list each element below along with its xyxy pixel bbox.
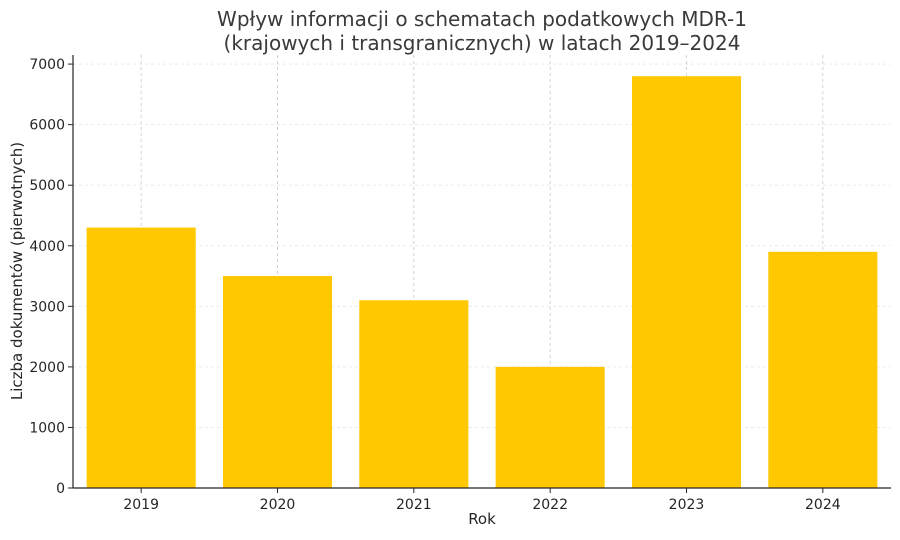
y-tick-label: 3000: [29, 299, 65, 315]
x-tick-label: 2023: [669, 497, 705, 513]
bar-2023: [631, 76, 742, 488]
y-tick-label: 4000: [29, 239, 65, 255]
bar-2020: [222, 276, 333, 488]
bar-2019: [86, 227, 196, 488]
bar-2021: [359, 300, 469, 488]
bars: [86, 76, 878, 488]
y-tick-label: 7000: [29, 57, 65, 73]
x-tick-label: 2019: [123, 497, 159, 513]
x-axis-title: Rok: [468, 510, 496, 528]
x-tick-label: 2020: [260, 497, 296, 513]
x-ticks: 2019 2020 2021 2022 2023 2024: [123, 488, 841, 513]
y-tick-label: 5000: [29, 178, 65, 194]
chart-title-line-2: (krajowych i transgranicznych) w latach …: [224, 31, 741, 55]
y-tick-label: 1000: [29, 420, 65, 436]
chart-title-line-1: Wpływ informacji o schematach podatkowyc…: [217, 7, 747, 31]
y-axis-title: Liczba dokumentów (pierwotnych): [8, 142, 26, 400]
y-tick-label: 0: [56, 481, 65, 497]
y-tick-label: 2000: [29, 360, 65, 376]
bar-2024: [768, 251, 878, 488]
x-tick-label: 2022: [532, 497, 568, 513]
x-tick-label: 2021: [396, 497, 432, 513]
axes: [72, 55, 891, 489]
y-ticks: 0 1000 2000 3000 4000 5000 6000 7000: [29, 57, 73, 497]
bar-2022: [495, 366, 605, 488]
x-tick-label: 2024: [805, 497, 841, 513]
y-tick-label: 6000: [29, 118, 65, 134]
